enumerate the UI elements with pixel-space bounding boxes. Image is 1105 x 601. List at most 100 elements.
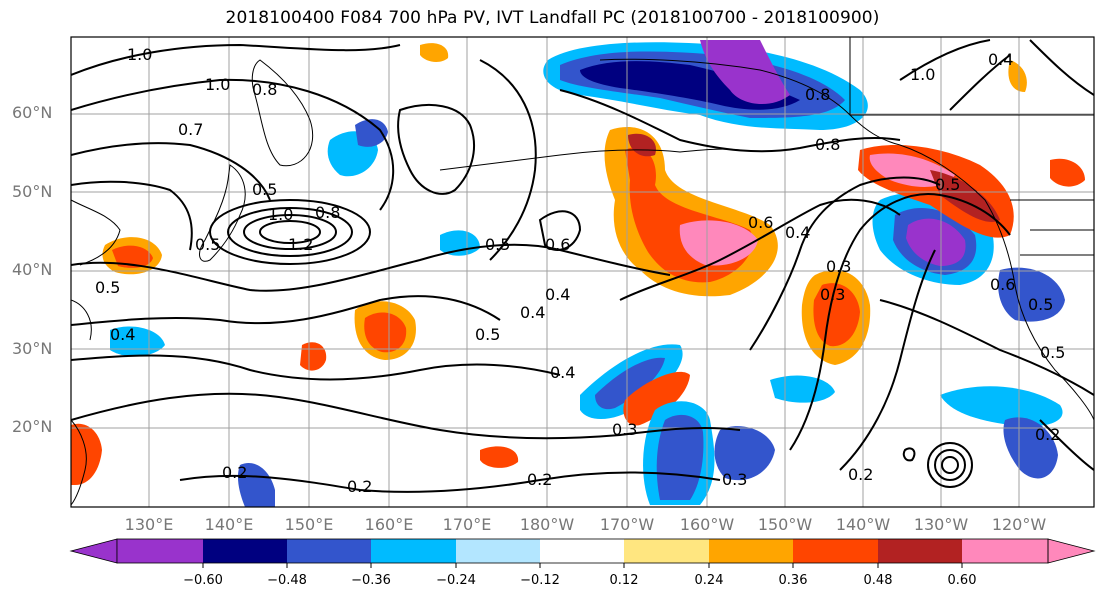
- contour-label: 0.4: [545, 285, 570, 304]
- colorbar-segment: [287, 539, 371, 563]
- contour-label: 0.3: [826, 257, 851, 276]
- contour-label: 0.5: [935, 175, 960, 194]
- colorbar-tick-label: −0.12: [520, 573, 560, 588]
- coast-kamchatka: [251, 59, 314, 167]
- lon-label: 120°W: [991, 515, 1047, 534]
- contour-label: 0.4: [785, 223, 810, 242]
- lon-label: 160°W: [679, 515, 735, 534]
- contour-label: 0.7: [178, 120, 203, 139]
- colorbar-tick-label: 0.24: [694, 573, 724, 588]
- pos-region-east-6: [1008, 60, 1027, 92]
- coast-north-america: [899, 144, 1094, 421]
- neg-region-pnw-core: [906, 218, 966, 266]
- pv-contours: [71, 39, 1094, 493]
- coast-asia: [71, 199, 121, 506]
- contour-label: 0.8: [805, 85, 830, 104]
- colorbar-tick-label: 0.48: [863, 573, 893, 588]
- neg-band-subtrop-3: [714, 426, 775, 481]
- contour-label: 0.2: [848, 465, 873, 484]
- contour-label: 0.5: [485, 235, 510, 254]
- colorbar-segment: [962, 539, 1048, 563]
- contour-label: 1.0: [205, 75, 230, 94]
- lon-label: 170°W: [599, 515, 655, 534]
- neg-band-subtrop-2-inner: [656, 414, 704, 500]
- lon-label: 140°W: [835, 515, 891, 534]
- contour-label: 0.8: [252, 80, 277, 99]
- contour-label: 0.6: [748, 213, 773, 232]
- colorbar-segment: [540, 539, 624, 563]
- contour-label: 0.2: [347, 477, 372, 496]
- pos-region-central-core: [679, 220, 758, 266]
- coastlines: [71, 37, 1094, 506]
- pos-band-subtrop: [623, 371, 690, 426]
- lon-label: 130°E: [124, 515, 174, 534]
- contour-label: 1.0: [268, 205, 293, 224]
- contour-label: 0.5: [195, 235, 220, 254]
- contour-label: 0.2: [222, 463, 247, 482]
- colorbar-tick-label: 0.12: [609, 573, 639, 588]
- colorbar-extend-left: [69, 538, 118, 564]
- colorbar-segment: [371, 539, 456, 563]
- graticule: [71, 37, 1094, 507]
- colorbar-outline: [116, 538, 1049, 564]
- neg-region-west-2: [355, 119, 388, 147]
- contour-label: 1.0: [910, 65, 935, 84]
- lon-label: 180°W: [519, 515, 575, 534]
- contour-label: 0.5: [252, 180, 277, 199]
- pos-region-west-5: [420, 43, 449, 62]
- lon-label: 140°E: [204, 515, 254, 534]
- neg-region-east-4: [770, 375, 835, 403]
- contour-label: 0.3: [722, 470, 747, 489]
- coast-greenland-edge: [849, 37, 1094, 116]
- colorbar-segment: [878, 539, 962, 563]
- colorbar-tick-label: 0.60: [947, 573, 977, 588]
- contour-label: 0.8: [815, 135, 840, 154]
- coast-japan: [199, 164, 246, 262]
- contour-label: 0.6: [990, 275, 1015, 294]
- pos-region-east-inner: [813, 283, 860, 347]
- contour-label: 0.4: [110, 325, 135, 344]
- lat-label: 30°N: [12, 339, 53, 358]
- colorbar-segment: [624, 539, 709, 563]
- state-borders: [1010, 199, 1094, 256]
- contour-label: 0.4: [550, 363, 575, 382]
- map-title: 2018100400 F084 700 hPa PV, IVT Landfall…: [225, 8, 880, 28]
- contour-label: 1.2: [288, 235, 313, 254]
- contour-label: 0.8: [315, 203, 340, 222]
- lat-label: 60°N: [12, 103, 53, 122]
- colorbar-extend-right: [1047, 538, 1096, 564]
- neg-region-se-2: [1003, 417, 1058, 479]
- colorbar-segment: [793, 539, 878, 563]
- contour-label: 0.2: [527, 470, 552, 489]
- contour-label: 0.5: [1028, 295, 1053, 314]
- pos-region-west-2-inner: [112, 245, 153, 268]
- coast-alaska: [599, 58, 901, 146]
- contour-label: 0.6: [545, 235, 570, 254]
- contour-label: 0.3: [612, 420, 637, 439]
- lat-label: 40°N: [12, 260, 53, 279]
- coast-aleutians: [439, 148, 741, 171]
- contour-label: 0.5: [1040, 343, 1065, 362]
- contour-label: 0.4: [520, 303, 545, 322]
- neg-region-se-1: [940, 386, 1063, 427]
- colorbar-segment: [203, 539, 287, 563]
- colorbar-ticks: [202, 563, 963, 568]
- contour-label: 0.5: [475, 325, 500, 344]
- neg-region-se-3: [998, 267, 1065, 322]
- contour-label: 0.2: [1035, 425, 1060, 444]
- contour-label-group: 1.0 1.0 0.8 0.7 0.5 1.0 0.8 1.2 0.5 0.5 …: [95, 45, 1065, 496]
- colorbar-tick-label: −0.48: [267, 573, 307, 588]
- lat-label: 50°N: [12, 182, 53, 201]
- neg-region-mid: [440, 230, 480, 256]
- lat-label: 20°N: [12, 417, 53, 436]
- colorbar-segment: [117, 539, 203, 563]
- colorbar-segment: [456, 539, 540, 563]
- lon-label: 150°E: [284, 515, 334, 534]
- pos-region-west-1-inner: [364, 312, 407, 353]
- lon-label: 170°E: [442, 515, 492, 534]
- map-frame: [70, 36, 1095, 508]
- colorbar-tick-label: −0.60: [183, 573, 223, 588]
- lon-label: 130°W: [913, 515, 969, 534]
- contour-label: 0.3: [820, 285, 845, 304]
